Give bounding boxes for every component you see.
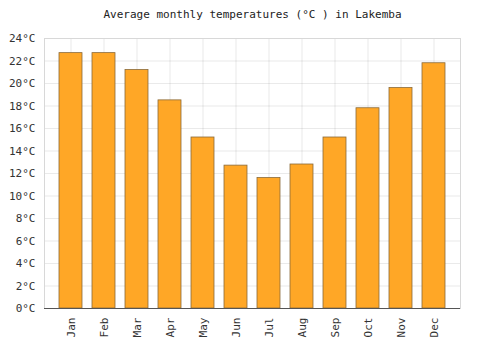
svg-text:Aug: Aug: [296, 318, 309, 338]
svg-text:Feb: Feb: [98, 318, 111, 338]
svg-text:Oct: Oct: [362, 318, 375, 338]
svg-text:16°C: 16°C: [9, 122, 36, 135]
svg-text:Jun: Jun: [230, 318, 243, 338]
svg-text:6°C: 6°C: [16, 235, 36, 248]
svg-text:8°C: 8°C: [16, 212, 36, 225]
svg-text:May: May: [197, 317, 210, 337]
svg-text:12°C: 12°C: [9, 167, 36, 180]
svg-text:Average monthly temperatures (: Average monthly temperatures (°C ) in La…: [103, 8, 401, 21]
svg-text:18°C: 18°C: [9, 100, 36, 113]
svg-text:0°C: 0°C: [16, 302, 36, 315]
svg-text:Sep: Sep: [329, 318, 342, 338]
svg-text:Jan: Jan: [65, 318, 78, 338]
svg-text:2°C: 2°C: [16, 280, 36, 293]
svg-text:Jul: Jul: [263, 318, 276, 338]
svg-text:Mar: Mar: [131, 317, 144, 337]
svg-text:22°C: 22°C: [9, 55, 36, 68]
svg-text:24°C: 24°C: [9, 32, 36, 45]
svg-text:20°C: 20°C: [9, 77, 36, 90]
svg-text:4°C: 4°C: [16, 257, 36, 270]
svg-text:14°C: 14°C: [9, 145, 36, 158]
svg-text:Apr: Apr: [164, 317, 177, 337]
svg-text:Nov: Nov: [395, 317, 408, 337]
svg-text:Dec: Dec: [428, 318, 441, 338]
svg-text:10°C: 10°C: [9, 190, 36, 203]
